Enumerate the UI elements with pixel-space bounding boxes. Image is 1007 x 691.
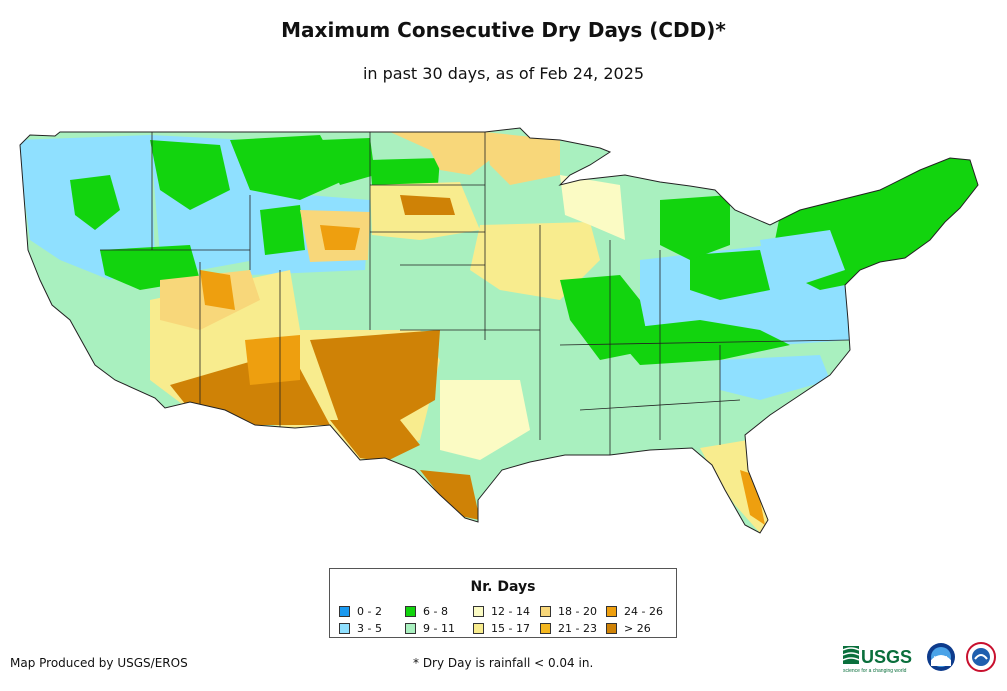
noaa-wordmark: NOAA — [934, 656, 949, 662]
us-cdd-map — [19, 127, 979, 534]
legend-label: 18 - 20 — [558, 604, 597, 618]
legend-swatch — [473, 622, 484, 634]
legend-label: 15 - 17 — [491, 621, 530, 635]
legend-item: 15 - 17 — [473, 621, 540, 635]
legend-grid: 0 - 2 6 - 8 12 - 14 18 - 20 24 - 26 3 - … — [339, 604, 674, 635]
usgs-tagline: science for a changing world — [843, 668, 907, 674]
legend-swatch — [606, 622, 617, 634]
legend-swatch — [339, 605, 350, 617]
map-subtitle: in past 30 days, as of Feb 24, 2025 — [362, 64, 645, 83]
legend-label: 24 - 26 — [624, 604, 663, 618]
legend-item: > 26 — [606, 621, 674, 635]
legend-swatch — [473, 605, 484, 617]
usgs-logo: USGS science for a changing world — [843, 646, 912, 674]
legend-swatch — [339, 622, 350, 634]
legend: Nr. Days 0 - 2 6 - 8 12 - 14 18 - 20 24 … — [329, 568, 677, 638]
legend-swatch — [405, 622, 416, 634]
noaa-logo: NOAA — [927, 643, 955, 671]
weather-service-logo — [966, 642, 996, 672]
legend-swatch — [540, 605, 551, 617]
legend-label: 9 - 11 — [423, 621, 455, 635]
map-credit: Map Produced by USGS/EROS — [10, 656, 188, 670]
agency-logos: USGS science for a changing world NOAA — [843, 642, 996, 674]
legend-label: 0 - 2 — [357, 604, 382, 618]
legend-item: 9 - 11 — [405, 621, 473, 635]
legend-item: 6 - 8 — [405, 604, 473, 618]
legend-label: 21 - 23 — [558, 621, 597, 635]
legend-label: > 26 — [624, 621, 651, 635]
legend-label: 12 - 14 — [491, 604, 530, 618]
legend-label: 3 - 5 — [357, 621, 382, 635]
legend-item: 12 - 14 — [473, 604, 540, 618]
legend-item: 24 - 26 — [606, 604, 674, 618]
legend-swatch — [405, 605, 416, 617]
legend-item: 0 - 2 — [339, 604, 405, 618]
legend-item: 18 - 20 — [540, 604, 606, 618]
legend-label: 6 - 8 — [423, 604, 448, 618]
dry-day-footnote: * Dry Day is rainfall < 0.04 in. — [413, 656, 594, 670]
usgs-wordmark: USGS — [861, 647, 912, 667]
legend-title: Nr. Days — [470, 579, 536, 595]
legend-swatch — [540, 622, 551, 634]
legend-item: 3 - 5 — [339, 621, 405, 635]
legend-swatch — [606, 605, 617, 617]
map-title: Maximum Consecutive Dry Days (CDD)* — [281, 18, 726, 42]
legend-item: 21 - 23 — [540, 621, 606, 635]
